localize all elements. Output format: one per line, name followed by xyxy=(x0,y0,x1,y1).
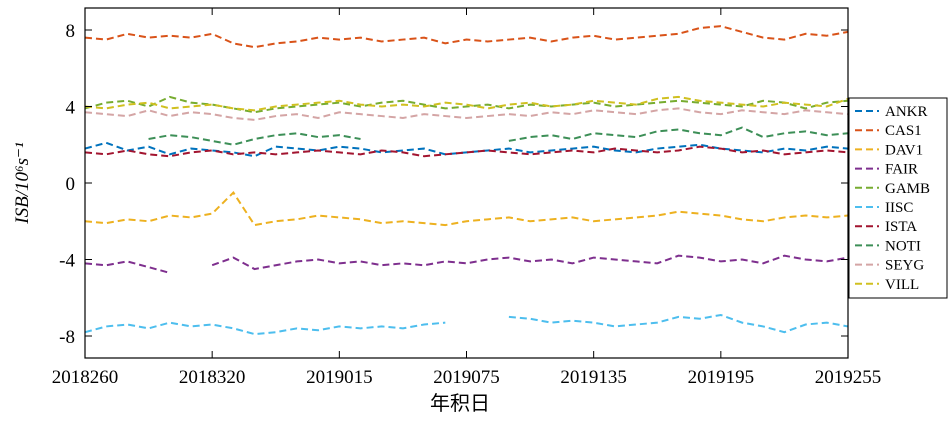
legend-label: ANKR xyxy=(885,104,928,120)
legend: ANKR CAS1 DAV1 FAIR GAMB IISC ISTA NOTI SEYG VILL xyxy=(848,97,948,299)
legend-label: GAMB xyxy=(885,181,930,197)
x-tick-label: 2018320 xyxy=(179,367,246,388)
y-tick-label: -4 xyxy=(59,251,75,272)
y-tick-label: 4 xyxy=(66,97,76,118)
legend-label: VILL xyxy=(885,277,919,293)
y-axis-label: ISB/10⁶s⁻¹ xyxy=(12,142,33,225)
series-line xyxy=(84,254,849,274)
legend-label: ISTA xyxy=(885,219,917,235)
x-tick-label: 2019255 xyxy=(815,367,882,388)
series-line xyxy=(84,25,849,49)
x-tick-label: 2019075 xyxy=(433,367,500,388)
legend-label: SEYG xyxy=(885,258,924,274)
series-line xyxy=(84,95,849,114)
legend-label: NOTI xyxy=(885,238,921,254)
legend-label: DAV1 xyxy=(885,142,923,158)
x-axis-label: 年积日 xyxy=(430,392,490,415)
series-line xyxy=(148,126,849,146)
x-tick-label: 2019195 xyxy=(688,367,755,388)
legend-label: IISC xyxy=(885,200,913,216)
series-line xyxy=(84,190,849,227)
series-line xyxy=(84,313,849,336)
legend-box xyxy=(848,97,948,299)
x-tick-label: 2018260 xyxy=(52,367,119,388)
legend-label: FAIR xyxy=(885,162,918,178)
series-line xyxy=(84,145,849,158)
series-line xyxy=(84,95,849,112)
plot-frame xyxy=(84,7,849,359)
y-tick-label: -8 xyxy=(59,327,75,348)
legend-label: CAS1 xyxy=(885,123,922,139)
y-tick-label: 8 xyxy=(66,21,76,42)
series-line xyxy=(84,107,849,121)
x-tick-label: 2019135 xyxy=(560,367,627,388)
y-tick-label: 0 xyxy=(66,174,76,195)
x-tick-label: 2019015 xyxy=(306,367,373,388)
series-line xyxy=(84,141,849,158)
